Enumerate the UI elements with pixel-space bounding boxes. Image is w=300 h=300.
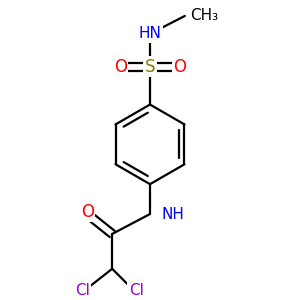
Text: S: S — [145, 58, 155, 76]
Text: Cl: Cl — [75, 283, 90, 298]
Text: NH: NH — [162, 206, 185, 221]
Text: O: O — [173, 58, 186, 76]
Text: CH₃: CH₃ — [190, 8, 218, 23]
Text: O: O — [81, 203, 94, 221]
Text: O: O — [114, 58, 127, 76]
Text: Cl: Cl — [129, 283, 143, 298]
Text: HN: HN — [139, 26, 161, 41]
